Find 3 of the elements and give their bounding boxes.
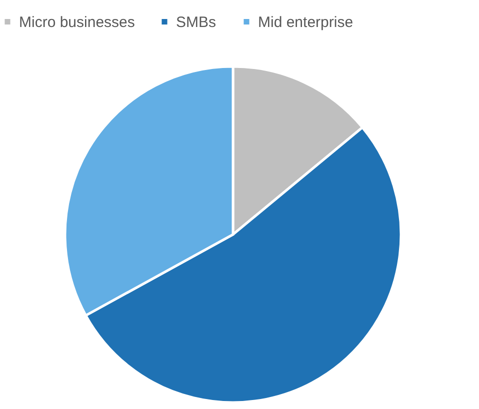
legend-label: Mid enterprise [258,14,354,31]
legend-label: SMBs [176,14,216,31]
legend-label: Micro businesses [19,14,135,31]
